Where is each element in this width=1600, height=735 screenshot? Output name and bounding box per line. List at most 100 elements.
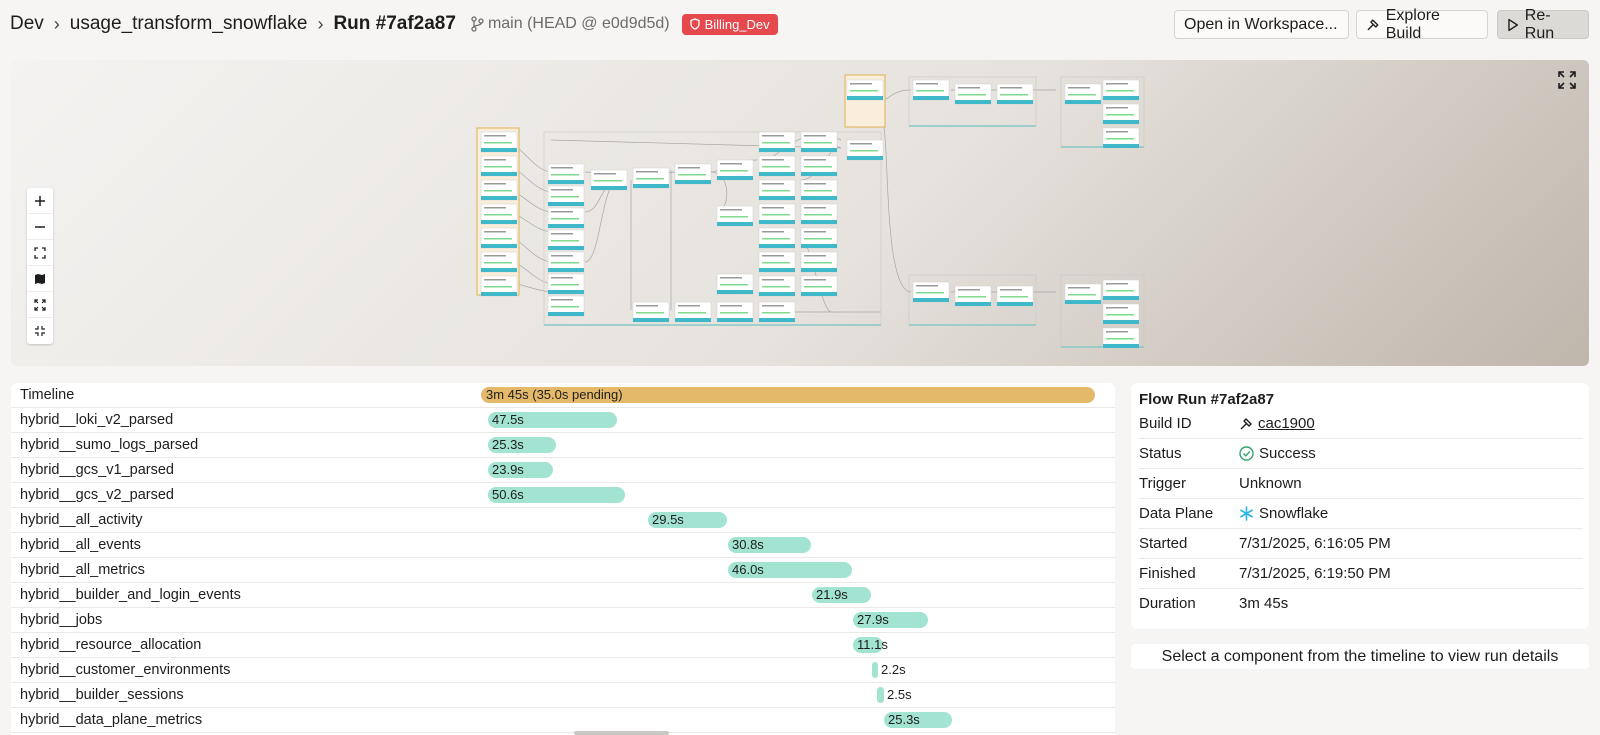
timeline-row[interactable]: hybrid__loki_v2_parsed 47.5s (11, 408, 1115, 433)
dag-node[interactable] (480, 179, 518, 201)
dag-node[interactable] (846, 79, 884, 101)
timeline-bar[interactable] (853, 637, 883, 653)
dag-node[interactable] (1102, 327, 1140, 349)
timeline-row[interactable]: hybrid__resource_allocation 11.1s (11, 633, 1115, 658)
fullscreen-button[interactable] (1555, 68, 1579, 92)
dag-node[interactable] (1102, 127, 1140, 149)
dag-node[interactable] (547, 207, 585, 229)
dag-nodes[interactable] (480, 79, 1140, 349)
dag-node[interactable] (547, 185, 585, 207)
dag-node[interactable] (547, 229, 585, 251)
dag-node[interactable] (758, 131, 796, 153)
timeline-bar[interactable] (812, 587, 871, 603)
dag-node[interactable] (954, 285, 992, 307)
dag-node[interactable] (800, 251, 838, 273)
open-in-workspace-button[interactable]: Open in Workspace... (1174, 10, 1349, 39)
dag-node[interactable] (480, 155, 518, 177)
dag-node[interactable] (716, 205, 754, 227)
dag-node[interactable] (800, 131, 838, 153)
scrollbar[interactable] (574, 731, 669, 735)
timeline-bar[interactable] (488, 412, 617, 428)
timeline-bar[interactable] (884, 712, 952, 728)
timeline-bar[interactable] (488, 437, 556, 453)
dag-node[interactable] (547, 163, 585, 185)
zoom-out-button[interactable] (27, 214, 53, 240)
dag-node[interactable] (1102, 103, 1140, 125)
timeline-row[interactable]: hybrid__jobs 27.9s (11, 608, 1115, 633)
timeline-row[interactable]: hybrid__gcs_v2_parsed 50.6s (11, 483, 1115, 508)
timeline-row[interactable]: hybrid__data_plane_metrics 25.3s (11, 708, 1115, 733)
timeline-row[interactable]: hybrid__all_events 30.8s (11, 533, 1115, 558)
dag-node[interactable] (590, 169, 628, 191)
timeline-bar[interactable] (488, 487, 625, 503)
build-id-value[interactable]: cac1900 (1239, 415, 1315, 432)
duration-value: 3m 45s (1239, 595, 1289, 612)
dag-node[interactable] (758, 203, 796, 225)
dag-node[interactable] (632, 167, 670, 189)
dag-node[interactable] (480, 227, 518, 249)
timeline-bar[interactable] (648, 512, 727, 528)
dag-node[interactable] (846, 139, 884, 161)
dag-node[interactable] (800, 275, 838, 297)
timeline-bar[interactable] (853, 612, 928, 628)
timeline-bar[interactable] (877, 687, 884, 703)
dag-node[interactable] (480, 275, 518, 297)
expand-all-button[interactable] (27, 292, 53, 318)
dag-node[interactable] (632, 301, 670, 323)
timeline-row[interactable]: hybrid__gcs_v1_parsed 23.9s (11, 458, 1115, 483)
dag-node[interactable] (954, 83, 992, 105)
dag-graph[interactable] (11, 60, 1589, 366)
timeline-row[interactable]: hybrid__all_activity 29.5s (11, 508, 1115, 533)
dag-node[interactable] (1064, 283, 1102, 305)
dag-node[interactable] (758, 179, 796, 201)
zoom-in-button[interactable] (27, 188, 53, 214)
timeline-bar[interactable] (728, 562, 852, 578)
rerun-button[interactable]: Re-Run (1497, 7, 1589, 42)
dag-node[interactable] (1102, 79, 1140, 101)
collapse-all-button[interactable] (27, 318, 53, 344)
timeline-row[interactable]: hybrid__all_metrics 46.0s (11, 558, 1115, 583)
timeline-bar[interactable] (488, 462, 553, 478)
explore-build-button[interactable]: Explore Build (1356, 7, 1488, 42)
dag-node[interactable] (912, 79, 950, 101)
dag-node[interactable] (716, 301, 754, 323)
breadcrumb-project[interactable]: usage_transform_snowflake (69, 13, 308, 34)
dag-node[interactable] (480, 251, 518, 273)
dag-node[interactable] (996, 285, 1034, 307)
dag-node[interactable] (758, 275, 796, 297)
dag-node[interactable] (674, 301, 712, 323)
dag-node[interactable] (800, 155, 838, 177)
minimap-button[interactable] (27, 266, 53, 292)
fit-view-button[interactable] (27, 240, 53, 266)
dag-node[interactable] (1064, 83, 1102, 105)
dag-node[interactable] (1102, 279, 1140, 301)
dag-node[interactable] (547, 251, 585, 273)
dag-node[interactable] (674, 163, 712, 185)
dag-node[interactable] (716, 159, 754, 181)
dag-node[interactable] (758, 251, 796, 273)
timeline-row[interactable]: hybrid__builder_sessions 2.5s (11, 683, 1115, 708)
build-id-link[interactable]: cac1900 (1258, 415, 1315, 432)
dag-node[interactable] (758, 155, 796, 177)
dag-node[interactable] (758, 301, 796, 323)
breadcrumb-dev[interactable]: Dev (10, 13, 44, 34)
dag-node[interactable] (480, 203, 518, 225)
dag-node[interactable] (480, 131, 518, 153)
dag-canvas[interactable] (11, 60, 1589, 366)
dag-node[interactable] (716, 273, 754, 295)
timeline-bar[interactable] (872, 662, 878, 678)
dag-node[interactable] (996, 83, 1034, 105)
timeline-duration-label: 25.3s (888, 712, 920, 727)
dag-node[interactable] (758, 227, 796, 249)
timeline-row[interactable]: hybrid__sumo_logs_parsed 25.3s (11, 433, 1115, 458)
dag-node[interactable] (1102, 303, 1140, 325)
dag-node[interactable] (547, 273, 585, 295)
timeline-bar[interactable] (728, 537, 811, 553)
timeline-row[interactable]: hybrid__customer_environments 2.2s (11, 658, 1115, 683)
dag-node[interactable] (800, 203, 838, 225)
timeline-row[interactable]: hybrid__builder_and_login_events 21.9s (11, 583, 1115, 608)
dag-node[interactable] (800, 179, 838, 201)
dag-node[interactable] (547, 295, 585, 317)
dag-node[interactable] (800, 227, 838, 249)
dag-node[interactable] (912, 281, 950, 303)
